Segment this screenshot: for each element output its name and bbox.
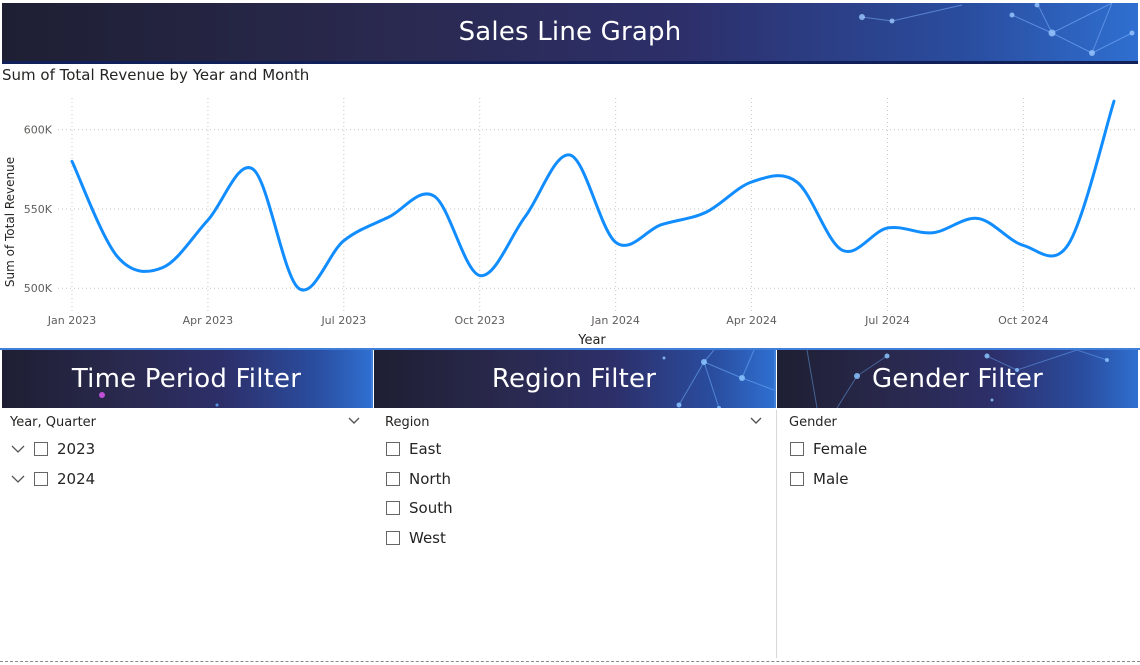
gender-slicer: Gender Female Male (779, 410, 1139, 660)
y-axis-label: Sum of Total Revenue (3, 157, 17, 287)
checkbox-unchecked-icon[interactable] (386, 472, 400, 486)
y-tick-label: 500K (24, 282, 53, 295)
x-tick-label: Apr 2024 (726, 314, 777, 327)
slicer-item-label: Male (813, 470, 849, 488)
network-decoration (859, 3, 1135, 56)
chevron-down-icon[interactable] (346, 414, 362, 428)
chevron-down-icon[interactable] (748, 414, 764, 428)
chevron-down-icon[interactable] (10, 473, 26, 485)
y-tick-label: 600K (24, 124, 53, 137)
region-filter-title: Region Filter (491, 364, 657, 394)
page-title: Sales Line Graph (458, 17, 682, 47)
slicer-item-label: 2023 (57, 440, 96, 458)
revenue-series-line[interactable] (70, 99, 1116, 292)
title-banner: Sales Line Graph (2, 3, 1138, 64)
slicer-item-label: Female (813, 440, 868, 458)
section-divider (0, 348, 1140, 350)
slicer-header: Gender (789, 415, 837, 430)
x-axis-label: Year (577, 333, 606, 348)
checkbox-unchecked-icon[interactable] (386, 442, 400, 456)
checkbox-unchecked-icon[interactable] (790, 472, 804, 486)
slicer-item-2023[interactable]: 2023 (10, 439, 95, 459)
slicer-item-female[interactable]: Female (790, 439, 867, 459)
time-period-filter-title: Time Period Filter (71, 364, 302, 394)
x-tick-label: Oct 2024 (998, 314, 1049, 327)
time-period-slicer: Year, Quarter 2023 2024 (0, 410, 372, 660)
region-filter-banner: Region Filter (374, 350, 776, 408)
network-decoration (99, 392, 219, 407)
y-tick-label: 550K (24, 203, 53, 216)
checkbox-unchecked-icon[interactable] (34, 472, 48, 486)
slicer-item-label: South (409, 499, 453, 517)
gender-filter-title: Gender Filter (871, 364, 1044, 394)
x-tick-label: Jul 2024 (864, 314, 910, 327)
x-tick-label: Apr 2023 (183, 314, 234, 327)
slicer-item-male[interactable]: Male (790, 469, 849, 489)
slicer-header: Region (385, 415, 430, 430)
page-bottom-border (0, 661, 1140, 662)
checkbox-unchecked-icon[interactable] (386, 501, 400, 515)
checkbox-unchecked-icon[interactable] (386, 531, 400, 545)
slicer-item-north[interactable]: North (386, 469, 451, 489)
chart-title: Sum of Total Revenue by Year and Month (2, 66, 310, 84)
region-slicer: Region East North South West (375, 410, 775, 660)
checkbox-unchecked-icon[interactable] (790, 442, 804, 456)
time-period-filter-banner: Time Period Filter (2, 350, 373, 408)
x-tick-label: Jan 2023 (47, 314, 96, 327)
slicer-item-south[interactable]: South (386, 498, 453, 518)
slicer-item-label: West (409, 529, 446, 547)
slicer-item-east[interactable]: East (386, 439, 441, 459)
slicer-item-label: 2024 (57, 470, 96, 488)
chevron-down-icon[interactable] (10, 443, 26, 455)
slicer-item-west[interactable]: West (386, 528, 446, 548)
checkbox-unchecked-icon[interactable] (34, 442, 48, 456)
slicer-divider (776, 410, 777, 658)
network-decoration (662, 350, 774, 408)
revenue-line-chart: 500K 550K 600K Jan 2023 Apr 2023 Jul 2023 Oct… (3, 98, 1136, 348)
gender-filter-banner: Gender Filter (777, 350, 1138, 408)
x-tick-label: Jan 2024 (590, 314, 639, 327)
x-tick-label: Jul 2023 (320, 314, 366, 327)
slicer-item-label: North (409, 470, 451, 488)
slicer-item-2024[interactable]: 2024 (10, 469, 95, 489)
network-decoration (806, 350, 1109, 408)
slicer-header: Year, Quarter (10, 415, 97, 430)
slicer-item-label: East (409, 440, 442, 458)
x-tick-label: Oct 2023 (454, 314, 505, 327)
